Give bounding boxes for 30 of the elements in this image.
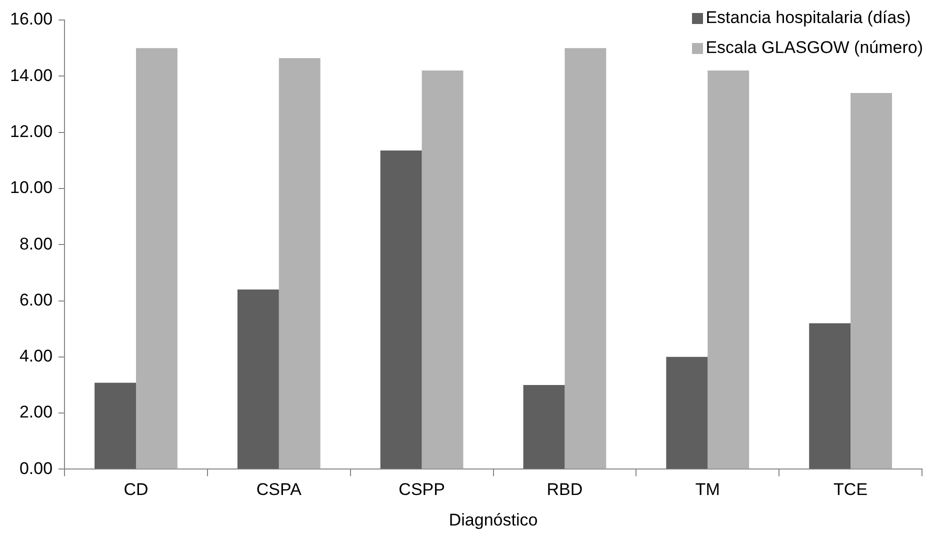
x-tick-label: TCE	[834, 480, 868, 500]
x-tick-label: CSPA	[256, 480, 302, 500]
bar	[237, 290, 279, 469]
y-tick-label: 10.00	[10, 178, 53, 198]
y-tick-label: 2.00	[19, 402, 53, 422]
bar	[666, 356, 708, 469]
legend-label: Escala GLASGOW (número)	[706, 37, 923, 59]
bar	[136, 48, 178, 469]
bar	[708, 70, 750, 469]
bar	[809, 323, 851, 469]
y-tick-label: 4.00	[19, 346, 53, 366]
y-tick-label: 12.00	[10, 122, 53, 141]
y-tick-label: 0.00	[19, 458, 53, 478]
y-tick-label: 14.00	[10, 66, 53, 85]
x-tick-label: RBD	[546, 480, 583, 500]
bar	[850, 92, 892, 469]
bar	[523, 384, 565, 469]
bar	[94, 382, 136, 469]
legend-label: Estancia hospitalaria (días)	[706, 7, 911, 29]
x-tick-label: CD	[124, 480, 148, 500]
bar	[564, 48, 606, 469]
bar	[278, 58, 320, 469]
bar	[422, 70, 464, 469]
y-tick-label: 6.00	[19, 290, 53, 310]
x-tick-label: TM	[695, 480, 720, 500]
y-tick-label: 16.00	[10, 10, 53, 29]
x-tick-label: CSPP	[398, 480, 445, 500]
y-tick-label: 8.00	[19, 234, 53, 254]
bar	[380, 150, 422, 469]
x-axis-title: Diagnóstico	[448, 510, 538, 530]
